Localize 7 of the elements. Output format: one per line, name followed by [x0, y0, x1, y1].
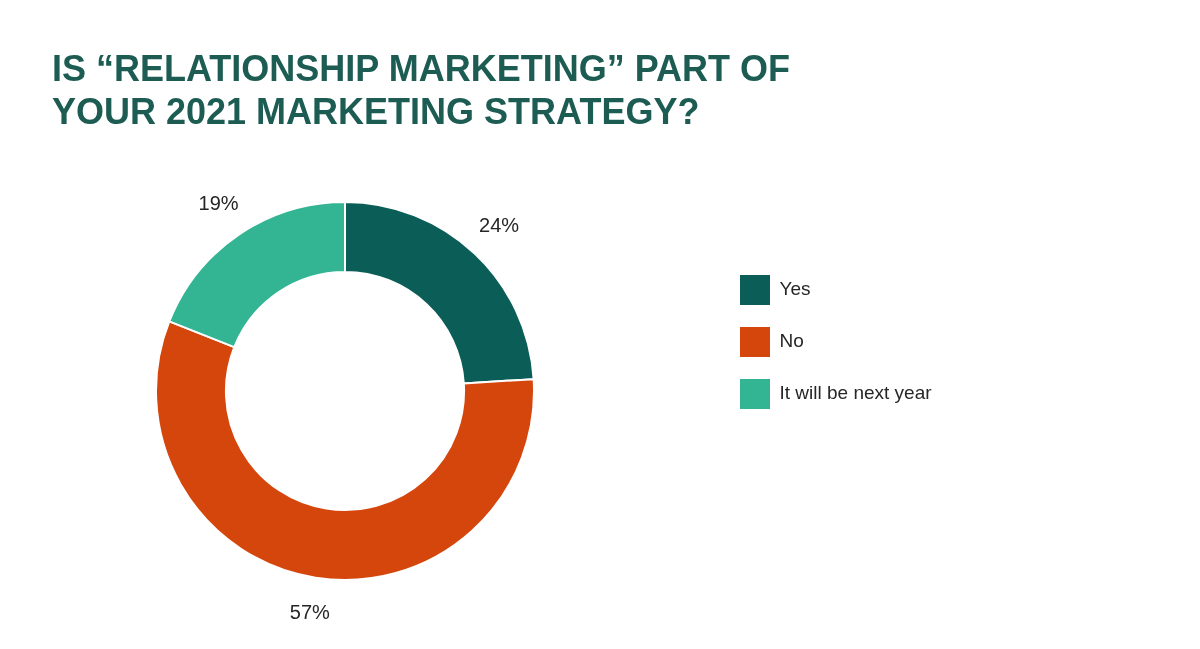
data-label: 19% [198, 192, 239, 215]
legend-label: Yes [779, 278, 811, 300]
chart-title: IS “RELATIONSHIP MARKETING” PART OF YOUR 2021 MARKETING STRATEGY? [52, 47, 792, 133]
legend-label: No [779, 330, 804, 352]
data-label: 57% [289, 600, 331, 623]
legend-label: It will be next year [779, 382, 933, 404]
data-label: 24% [479, 214, 520, 237]
